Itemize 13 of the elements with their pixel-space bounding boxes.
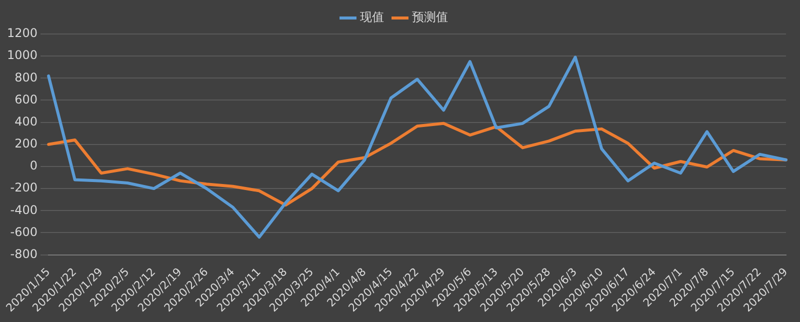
y-tick-label: 0	[30, 158, 38, 173]
legend-label: 预测值	[412, 10, 448, 24]
y-tick-label: -200	[10, 180, 38, 195]
y-tick-label: -800	[10, 246, 38, 261]
y-tick-label: 200	[14, 136, 38, 151]
y-tick-label: 1000	[6, 48, 38, 62]
y-tick-label: 800	[14, 70, 38, 84]
y-tick-label: 400	[14, 114, 38, 128]
y-tick-label: 1200	[6, 26, 38, 40]
legend-label: 现值	[360, 10, 384, 24]
y-tick-label: -400	[10, 202, 38, 217]
y-tick-label: 600	[14, 92, 38, 106]
y-tick-label: -600	[10, 224, 38, 239]
